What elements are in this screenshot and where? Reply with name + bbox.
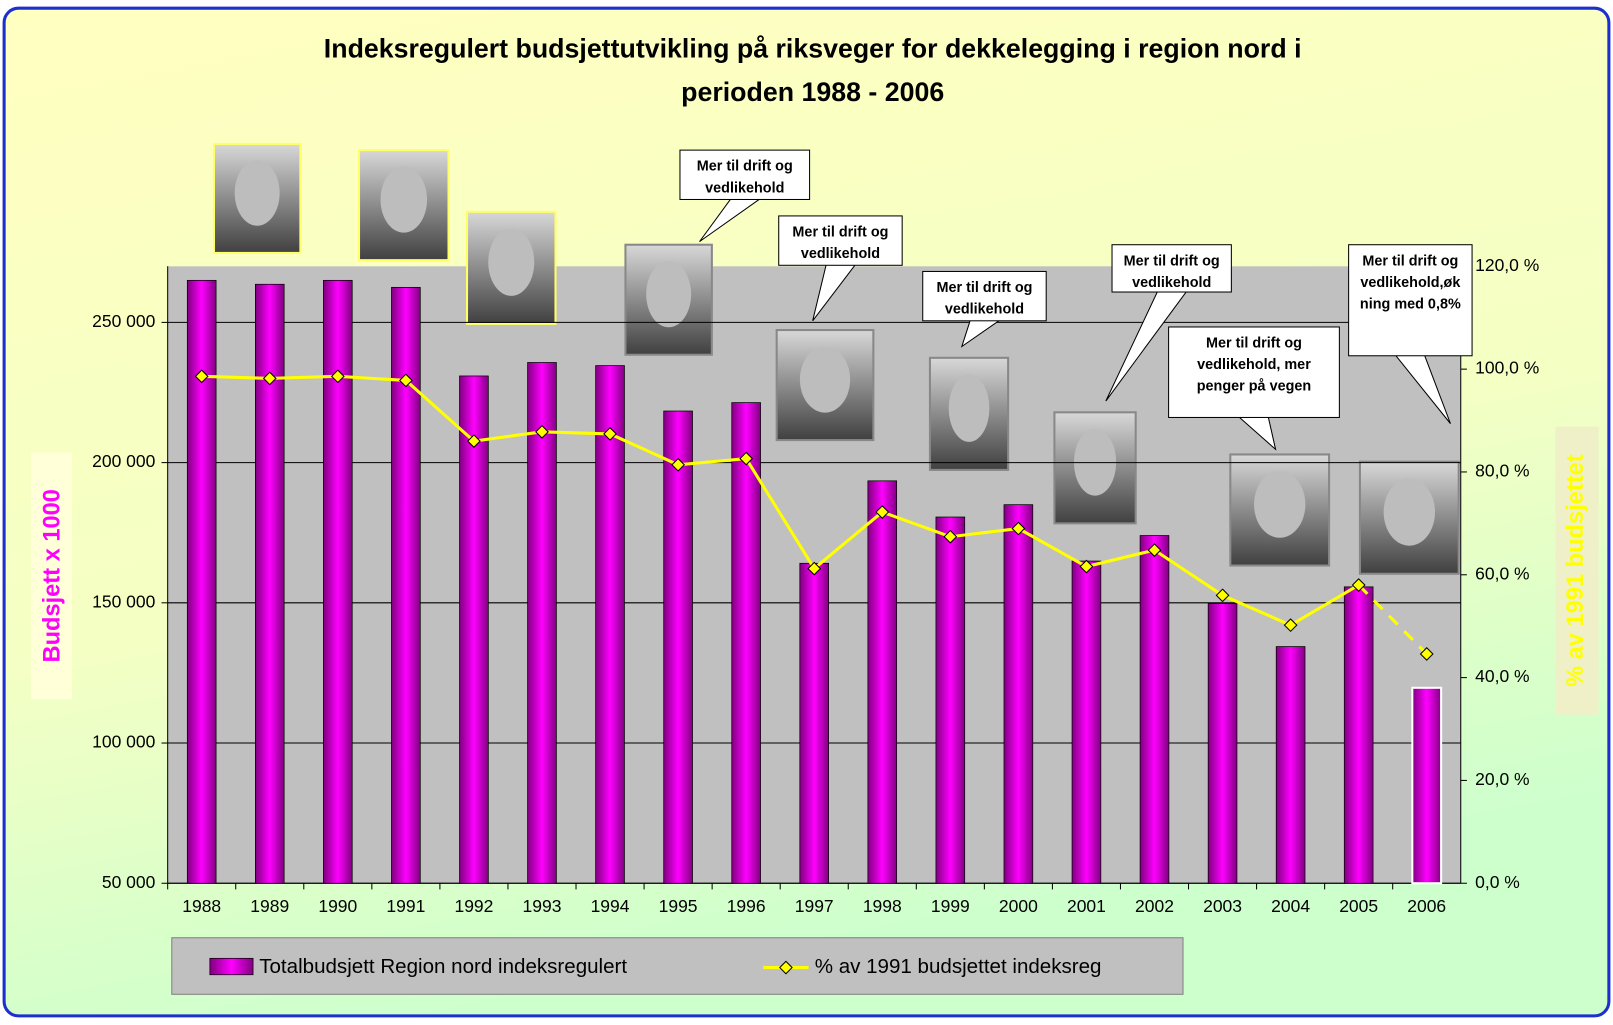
legend-label: Totalbudsjett Region nord indeksregulert xyxy=(259,955,627,978)
callout: Mer til drift og vedlikehold xyxy=(779,216,902,265)
y-tick-label: 50 000 xyxy=(102,872,156,892)
x-tick-label: 2001 xyxy=(1067,896,1106,916)
legend-swatch xyxy=(210,958,253,974)
y-tick-label: 100 000 xyxy=(92,732,155,752)
x-tick-label: 1995 xyxy=(659,896,698,916)
x-tick-label: 1997 xyxy=(795,896,834,916)
x-tick-label: 1991 xyxy=(386,896,425,916)
x-tick-label: 1996 xyxy=(727,896,766,916)
x-tick-label: 2002 xyxy=(1135,896,1174,916)
callout-text: Mer til drift og vedlikehold xyxy=(779,216,902,265)
bar xyxy=(1208,603,1237,883)
y-tick-label: 200 000 xyxy=(92,451,155,471)
x-tick-label: 1990 xyxy=(318,896,357,916)
photo-face xyxy=(949,375,990,442)
y2-tick-label: 120,0 % xyxy=(1475,255,1539,275)
x-tick-label: 1998 xyxy=(863,896,902,916)
callout-text: Mer til drift og vedlikehold xyxy=(1112,245,1231,292)
photo-face xyxy=(1254,471,1305,538)
callout: Mer til drift og vedlikehold,øk ning med… xyxy=(1349,245,1472,356)
x-tick-label: 2006 xyxy=(1407,896,1446,916)
x-tick-label: 2003 xyxy=(1203,896,1242,916)
legend-label: % av 1991 budsjettet indeksreg xyxy=(815,955,1102,978)
y2-tick-label: 100,0 % xyxy=(1475,358,1539,378)
callout-text: Mer til drift og vedlikehold xyxy=(923,271,1046,320)
callout-text: Mer til drift og vedlikehold,øk ning med… xyxy=(1349,245,1472,356)
bar xyxy=(664,411,693,883)
bar xyxy=(1140,536,1169,884)
bar xyxy=(800,563,829,883)
photo-face xyxy=(488,229,534,296)
photo-face xyxy=(380,167,427,233)
photo-face xyxy=(235,160,280,225)
y-tick-label: 150 000 xyxy=(92,591,155,611)
bar xyxy=(596,366,625,884)
bar xyxy=(528,362,557,883)
callout: Mer til drift og vedlikehold xyxy=(923,271,1046,320)
callout: Mer til drift og vedlikehold xyxy=(680,150,810,199)
photo-face xyxy=(800,347,850,413)
bar xyxy=(460,376,489,883)
y2-axis-label: % av 1991 budsjettet xyxy=(1563,454,1589,687)
photo-face xyxy=(1384,478,1435,545)
y2-tick-label: 80,0 % xyxy=(1475,461,1529,481)
callout: Mer til drift og vedlikehold xyxy=(1112,245,1231,292)
x-tick-label: 1999 xyxy=(931,896,970,916)
x-tick-label: 2005 xyxy=(1339,896,1378,916)
callout: Mer til drift og vedlikehold, mer penger… xyxy=(1169,327,1340,417)
bar xyxy=(1344,587,1373,883)
x-tick-label: 1994 xyxy=(591,896,630,916)
x-tick-label: 2004 xyxy=(1271,896,1310,916)
y-axis-label: Budsjett x 1000 xyxy=(40,489,66,662)
bar xyxy=(1004,505,1033,884)
x-tick-label: 1993 xyxy=(523,896,562,916)
y2-tick-label: 0,0 % xyxy=(1475,872,1520,892)
y2-tick-label: 40,0 % xyxy=(1475,666,1529,686)
bar xyxy=(1412,688,1441,883)
photo-face xyxy=(646,261,691,327)
x-tick-label: 1989 xyxy=(250,896,289,916)
callout-text: Mer til drift og vedlikehold xyxy=(680,150,810,199)
bar xyxy=(936,517,965,883)
x-tick-label: 1988 xyxy=(182,896,221,916)
bar xyxy=(868,481,897,883)
callout-text: Mer til drift og vedlikehold, mer penger… xyxy=(1169,327,1340,417)
page: {"chart_data": { "type": "bar-line", "ti… xyxy=(0,0,1613,1020)
chart: Indeksregulert budsjettutvikling på riks… xyxy=(0,0,1613,1020)
y2-tick-label: 20,0 % xyxy=(1475,769,1529,789)
y2-tick-label: 60,0 % xyxy=(1475,563,1529,583)
x-tick-label: 1992 xyxy=(454,896,493,916)
bar xyxy=(1072,561,1101,883)
y-tick-label: 250 000 xyxy=(92,311,155,331)
x-tick-label: 2000 xyxy=(999,896,1038,916)
bar xyxy=(1276,647,1305,884)
